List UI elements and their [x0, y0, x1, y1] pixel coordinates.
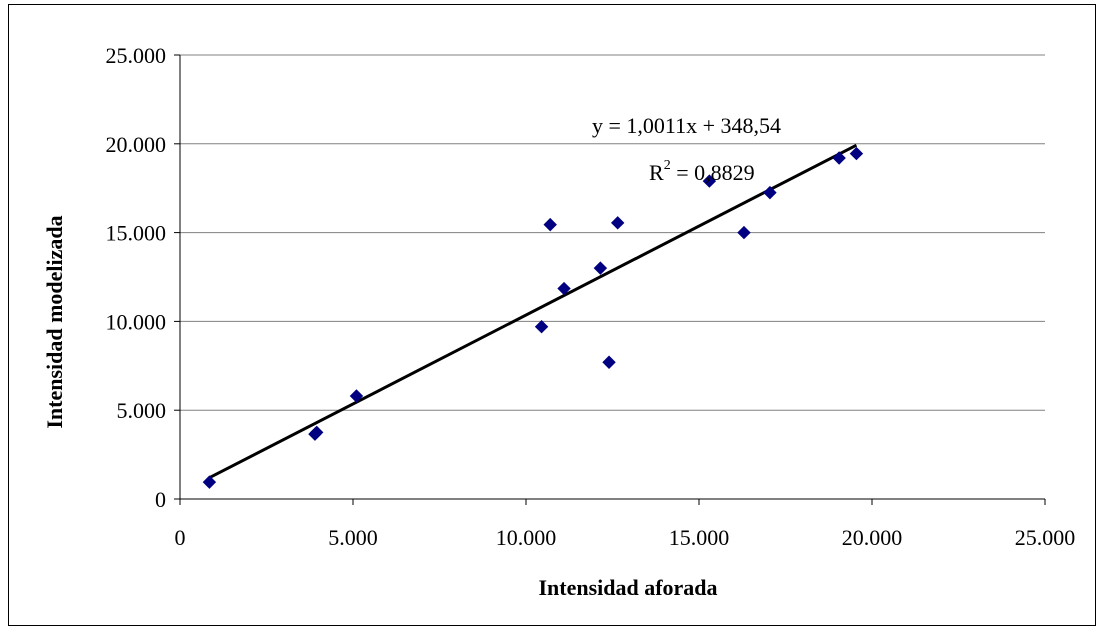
y-tick-label-4: 20.000 — [106, 132, 167, 157]
data-point-2 — [309, 425, 324, 440]
r-squared-label: R — [649, 160, 664, 185]
x-tick-label-2: 10.000 — [496, 525, 557, 550]
data-point-7 — [593, 261, 608, 275]
data-point-8 — [602, 355, 616, 369]
r-squared-superscript: 2 — [664, 158, 671, 173]
gridlines — [180, 54, 1045, 411]
y-tick-label-3: 15.000 — [106, 221, 167, 246]
data-point-10 — [702, 174, 717, 188]
trendline-layer — [208, 143, 858, 480]
x-axis-title: Intensidad aforada — [538, 575, 717, 600]
data-point-11 — [737, 225, 751, 240]
data-point-12 — [763, 185, 777, 200]
data-point-14 — [849, 146, 864, 161]
data-point-6 — [557, 281, 571, 296]
y-tick-label-1: 5.000 — [117, 398, 167, 423]
r-squared-annotation: R2 = 0,8829 — [649, 158, 755, 185]
data-point-13 — [832, 151, 846, 165]
chart-frame — [8, 4, 1096, 626]
data-point-0 — [202, 475, 217, 489]
x-tick-label-3: 15.000 — [669, 525, 730, 550]
data-point-5 — [543, 217, 557, 232]
x-tick-label-0: 0 — [175, 525, 186, 550]
data-point-3 — [349, 389, 364, 403]
y-axis-title: Intensidad modelizada — [42, 215, 67, 428]
axes — [174, 54, 1046, 505]
data-point-4 — [534, 320, 549, 334]
linear-trendline — [208, 143, 858, 480]
y-tick-label-2: 10.000 — [106, 309, 167, 334]
data-point-9 — [610, 216, 625, 230]
r-squared-value: = 0,8829 — [671, 160, 755, 185]
x-tick-label-5: 25.000 — [1015, 525, 1076, 550]
y-tick-label-0: 0 — [155, 487, 166, 512]
data-points — [202, 146, 864, 489]
y-tick-label-5: 25.000 — [106, 43, 167, 68]
tick-labels: 0 5.000 10.000 15.000 20.000 25.000 0 5.000 10.0… — [106, 43, 1076, 550]
trendline-equation: y = 1,0011x + 348,54 — [592, 113, 781, 138]
x-tick-label-1: 5.000 — [328, 525, 378, 550]
x-tick-label-4: 20.000 — [842, 525, 903, 550]
